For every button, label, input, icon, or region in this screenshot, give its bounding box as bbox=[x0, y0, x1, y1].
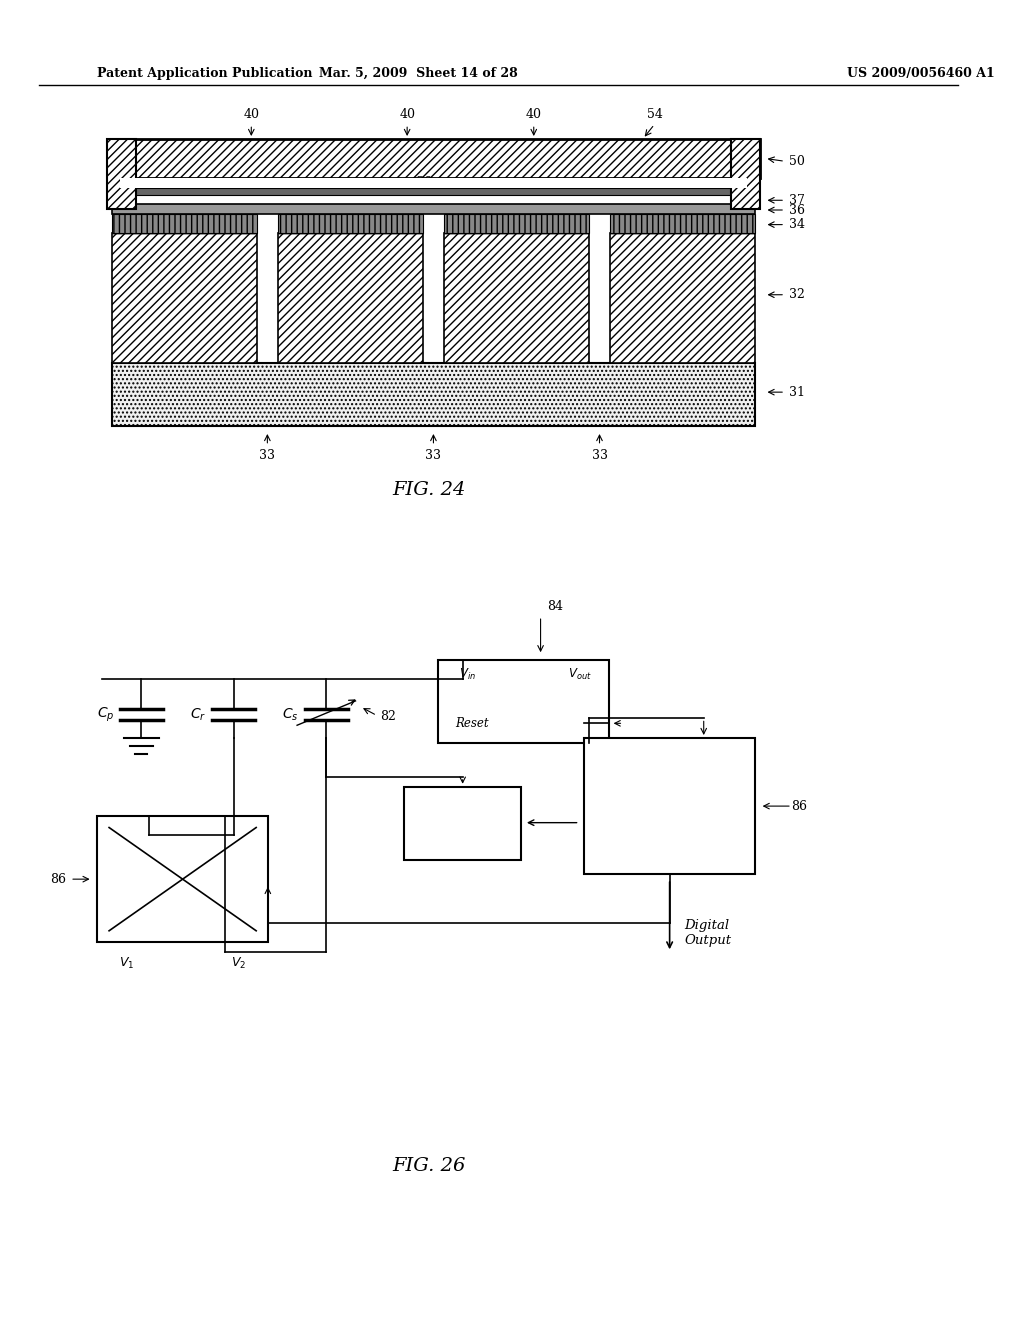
Text: 33: 33 bbox=[425, 449, 441, 462]
Bar bbox=[108, 139, 760, 178]
Bar bbox=[112, 234, 257, 363]
Text: 40: 40 bbox=[399, 108, 415, 121]
Text: $C_s$: $C_s$ bbox=[283, 706, 299, 723]
Text: Reset: Reset bbox=[456, 717, 489, 730]
Bar bbox=[97, 816, 268, 942]
Text: $C_r$: $C_r$ bbox=[190, 706, 207, 723]
Bar bbox=[112, 214, 257, 234]
Text: 40: 40 bbox=[244, 108, 259, 121]
Text: Digital
Output: Digital Output bbox=[684, 919, 731, 946]
Bar bbox=[112, 205, 755, 214]
Text: 86: 86 bbox=[50, 873, 67, 886]
Text: US 2009/0056460 A1: US 2009/0056460 A1 bbox=[848, 67, 995, 81]
Bar bbox=[444, 214, 589, 234]
Text: 54: 54 bbox=[646, 108, 663, 121]
Text: $V_{in}$: $V_{in}$ bbox=[459, 667, 476, 682]
Text: ~58~: ~58~ bbox=[406, 177, 442, 189]
Bar bbox=[610, 214, 755, 234]
Text: 33: 33 bbox=[592, 449, 607, 462]
Text: 34: 34 bbox=[788, 218, 805, 231]
Text: 37: 37 bbox=[788, 194, 805, 207]
Text: $V_{out}$: $V_{out}$ bbox=[567, 667, 592, 682]
Bar bbox=[120, 178, 748, 187]
Text: $C_p$: $C_p$ bbox=[96, 705, 114, 723]
Text: 40: 40 bbox=[525, 108, 542, 121]
Text: 82: 82 bbox=[380, 710, 395, 723]
Bar bbox=[279, 234, 423, 363]
Text: 36: 36 bbox=[788, 203, 805, 216]
Text: $V_1$: $V_1$ bbox=[119, 957, 134, 972]
Bar bbox=[108, 139, 136, 209]
Text: FIG. 24: FIG. 24 bbox=[392, 480, 465, 499]
Bar bbox=[585, 738, 755, 874]
Bar bbox=[120, 187, 748, 195]
Text: Patent Application Publication: Patent Application Publication bbox=[97, 67, 313, 81]
Bar bbox=[404, 787, 521, 859]
Text: $V_2$: $V_2$ bbox=[231, 957, 246, 972]
Text: FIG. 26: FIG. 26 bbox=[392, 1158, 465, 1176]
Bar bbox=[112, 363, 755, 426]
Bar bbox=[730, 139, 760, 209]
Bar bbox=[438, 660, 608, 743]
Bar bbox=[279, 214, 423, 234]
Text: 31: 31 bbox=[788, 385, 805, 399]
Text: Mar. 5, 2009  Sheet 14 of 28: Mar. 5, 2009 Sheet 14 of 28 bbox=[319, 67, 518, 81]
Text: 84: 84 bbox=[547, 599, 563, 612]
Text: 86: 86 bbox=[791, 800, 807, 813]
Bar bbox=[610, 234, 755, 363]
Text: 50: 50 bbox=[788, 154, 805, 168]
Text: 33: 33 bbox=[259, 449, 275, 462]
Bar bbox=[444, 234, 589, 363]
Text: 32: 32 bbox=[788, 288, 805, 301]
